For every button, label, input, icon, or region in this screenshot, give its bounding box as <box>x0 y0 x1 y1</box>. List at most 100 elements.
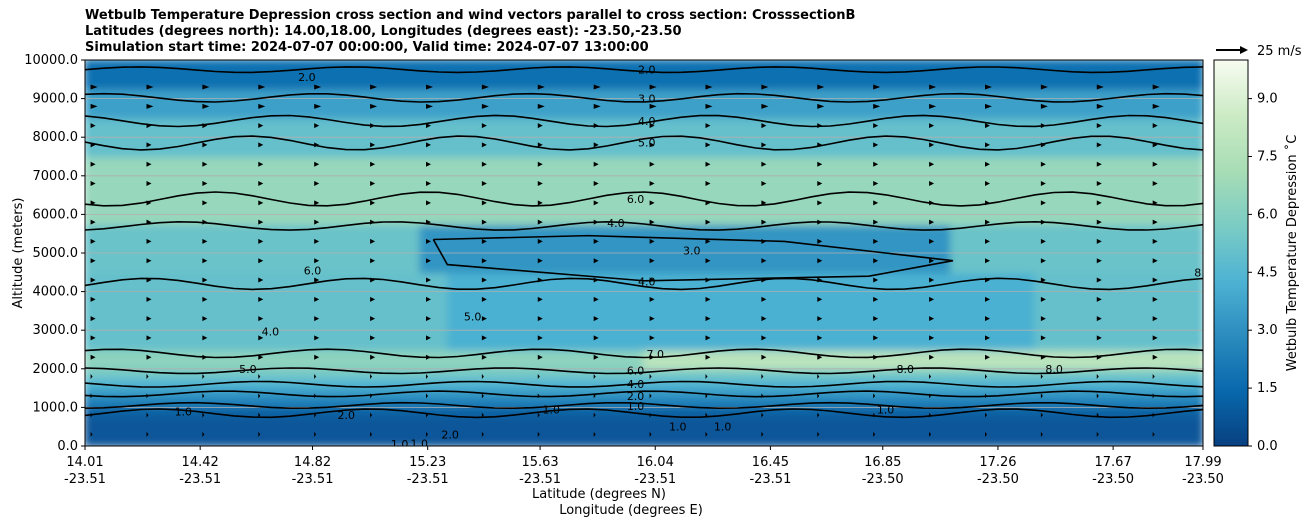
wind-vector <box>649 316 655 322</box>
field-cell <box>139 232 170 245</box>
wind-vector <box>705 181 711 187</box>
contour-line <box>85 401 1203 410</box>
wind-vector <box>1152 103 1160 109</box>
wind-vector <box>1096 219 1102 225</box>
field-cell <box>838 155 869 168</box>
field-cell <box>698 232 729 245</box>
field-cell <box>950 309 981 322</box>
field-cell <box>950 97 981 110</box>
wind-vector <box>481 412 484 418</box>
field-cell <box>335 242 366 254</box>
field-cell <box>85 194 114 206</box>
field-cell <box>726 319 757 332</box>
field-cell <box>922 309 953 322</box>
field-cell <box>670 184 701 197</box>
wind-vector <box>705 161 711 167</box>
field-cell <box>754 406 785 419</box>
field-cell <box>475 223 506 235</box>
field-cell <box>307 116 338 129</box>
wind-vector <box>481 123 487 129</box>
field-cell <box>922 155 953 168</box>
field-cell <box>559 309 590 322</box>
field-cell <box>85 329 114 341</box>
field-cell <box>726 435 757 446</box>
field-cell <box>1034 252 1065 264</box>
field-cell <box>111 387 142 399</box>
field-cell <box>391 136 422 148</box>
field-cell <box>139 280 170 293</box>
field-cell <box>643 136 673 148</box>
field-cell <box>335 107 366 119</box>
field-cell <box>615 145 645 158</box>
field-cell <box>615 107 645 119</box>
field-cell <box>475 416 506 428</box>
field-cell <box>167 97 198 110</box>
wind-vector <box>537 393 540 399</box>
field-cell <box>251 145 282 158</box>
field-cell <box>251 396 282 409</box>
field-cell <box>754 194 785 206</box>
field-cell <box>643 377 673 390</box>
field-cell <box>670 87 701 100</box>
field-cell <box>475 396 506 409</box>
field-cell <box>838 136 869 148</box>
field-cell <box>1174 145 1203 158</box>
field-cell <box>307 290 338 303</box>
field-cell <box>726 116 757 129</box>
field-cell <box>1062 203 1093 216</box>
field-cell <box>1006 223 1037 235</box>
field-cell <box>223 396 254 409</box>
field-cell <box>643 223 673 235</box>
wind-vector <box>90 354 96 360</box>
field-cell <box>1174 78 1203 90</box>
field-cell <box>503 416 534 428</box>
field-cell <box>922 271 953 283</box>
field-cell <box>139 377 170 390</box>
wind-vector <box>90 200 96 206</box>
field-cell <box>251 194 282 206</box>
field-cell <box>1006 435 1037 446</box>
field-cell <box>307 280 338 293</box>
field-cell <box>447 213 478 226</box>
field-cell <box>85 280 114 293</box>
wind-vector <box>929 103 937 109</box>
field-cell <box>531 435 562 446</box>
wind-vector <box>817 374 820 380</box>
field-cell <box>1090 367 1121 380</box>
field-cell <box>531 377 562 390</box>
wind-vector <box>817 103 825 109</box>
field-cell <box>643 387 673 399</box>
field-cell <box>1090 145 1121 158</box>
wind-vector <box>1152 412 1155 418</box>
field-cell <box>111 87 142 100</box>
field-cell <box>1146 107 1177 119</box>
field-cell <box>85 242 114 254</box>
wind-vector <box>984 296 990 302</box>
wind-vector <box>705 393 708 399</box>
field-cell <box>670 145 701 158</box>
field-cell <box>475 425 506 438</box>
wind-vector <box>146 431 149 437</box>
field-cell <box>1062 232 1093 245</box>
contour-line <box>85 380 1203 388</box>
wind-vector <box>1040 219 1046 225</box>
field-cell <box>782 165 813 177</box>
field-cell <box>391 280 422 293</box>
field-cell <box>195 126 226 139</box>
field-cell <box>894 242 925 254</box>
wind-vector <box>1040 103 1048 109</box>
wind-vector <box>258 181 264 187</box>
field-cell <box>615 165 645 177</box>
field-cell <box>447 358 478 370</box>
field-cell <box>279 367 310 380</box>
field-cell <box>419 87 450 100</box>
x-tick-label-lat: 16.85 <box>864 455 901 470</box>
wind-vector <box>146 277 152 283</box>
wind-vector <box>984 316 990 322</box>
field-cell <box>1006 319 1037 332</box>
field-cell <box>307 435 338 446</box>
field-cell <box>447 174 478 187</box>
wind-vector <box>425 374 428 380</box>
wind-vector <box>537 84 545 90</box>
field-cell <box>1174 309 1203 322</box>
